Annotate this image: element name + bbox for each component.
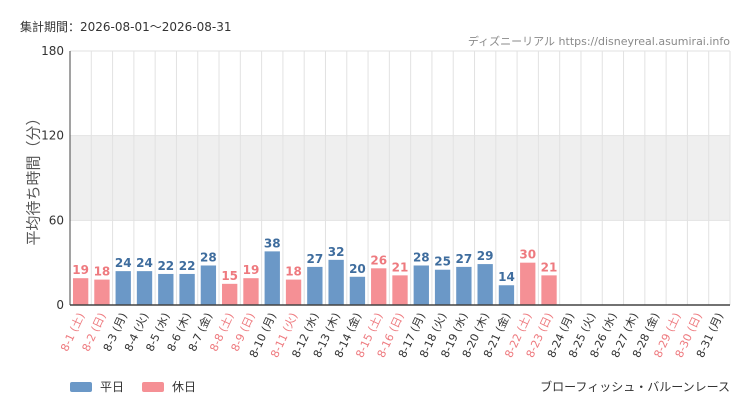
- bar: [136, 271, 153, 305]
- data-label: 27: [456, 252, 473, 266]
- bar: [285, 279, 302, 305]
- bar: [477, 264, 493, 305]
- legend-item-holiday[interactable]: 休日: [142, 378, 196, 395]
- bar: [413, 265, 429, 305]
- data-label: 14: [498, 270, 515, 284]
- bar: [179, 273, 195, 305]
- source-label[interactable]: ディズニーリアル https://disneyreal.asumirai.inf…: [467, 35, 730, 48]
- data-label: 19: [72, 263, 89, 277]
- data-label: 25: [434, 255, 451, 269]
- legend-item-weekday[interactable]: 平日: [70, 378, 124, 395]
- legend-label-weekday: 平日: [100, 380, 125, 394]
- bar: [264, 251, 280, 305]
- shaded-band: [70, 135, 730, 221]
- bar: [541, 275, 557, 305]
- bar: [307, 266, 323, 305]
- attraction-name: ブローフィッシュ・バルーンレース: [540, 380, 730, 394]
- y-tick-label: 60: [49, 213, 64, 227]
- legend-swatch-weekday: [70, 381, 92, 392]
- bar: [200, 265, 217, 305]
- data-label: 27: [306, 252, 323, 266]
- period-label: 集計期間：2026-08-01～2026-08-31: [20, 20, 232, 34]
- data-label: 15: [221, 269, 238, 283]
- bar: [243, 278, 259, 305]
- bar: [328, 259, 344, 305]
- data-label: 24: [136, 256, 153, 270]
- bar: [456, 266, 472, 305]
- legend-label-holiday: 休日: [172, 380, 197, 394]
- bar: [434, 269, 451, 305]
- bar: [115, 271, 131, 305]
- data-label: 24: [115, 256, 132, 270]
- data-label: 26: [370, 253, 387, 267]
- data-label: 29: [477, 249, 494, 263]
- data-label: 38: [264, 236, 281, 250]
- data-label: 22: [157, 259, 174, 273]
- y-tick-label: 0: [56, 298, 64, 312]
- legend: 平日 休日: [70, 378, 196, 395]
- bar: [72, 278, 89, 305]
- bar: [94, 279, 110, 305]
- bar: [392, 275, 408, 305]
- bar: [158, 273, 174, 305]
- data-label: 19: [243, 263, 260, 277]
- data-label: 18: [94, 265, 111, 279]
- data-label: 21: [392, 260, 409, 274]
- data-label: 32: [328, 245, 345, 259]
- bar: [520, 262, 536, 305]
- legend-swatch-holiday: [142, 381, 165, 392]
- data-label: 18: [285, 265, 302, 279]
- y-tick-label: 180: [41, 44, 64, 58]
- data-label: 20: [349, 262, 366, 276]
- y-tick-label: 120: [41, 129, 64, 143]
- data-label: 28: [200, 250, 217, 264]
- data-label: 22: [179, 259, 196, 273]
- bar: [371, 268, 387, 305]
- bar: [498, 285, 515, 305]
- data-label: 30: [519, 248, 536, 262]
- data-label: 28: [413, 250, 430, 264]
- bar: [349, 276, 366, 305]
- bar: [222, 283, 238, 305]
- data-label: 21: [541, 260, 558, 274]
